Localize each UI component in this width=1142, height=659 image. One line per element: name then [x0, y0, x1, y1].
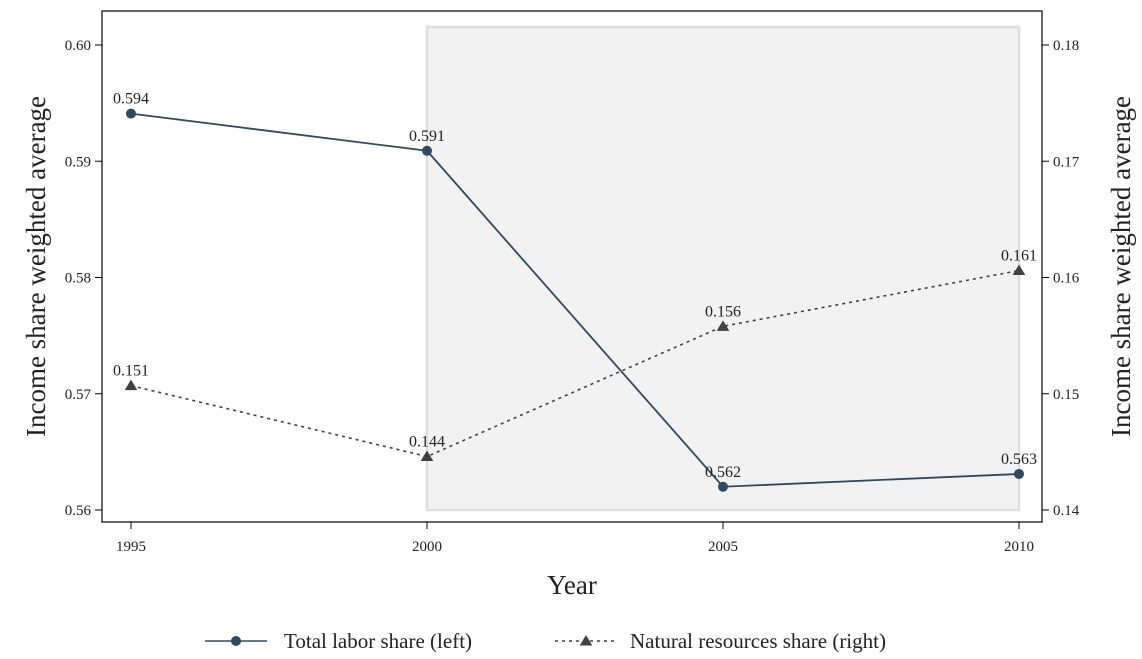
data-label-labor: 0.562 [705, 464, 741, 481]
y-tick-label-right: 0.16 [1053, 271, 1080, 287]
series-layer [124, 108, 1026, 492]
y-tick-label-right: 0.15 [1053, 387, 1079, 403]
data-point-labor [718, 481, 728, 492]
data-point-natural-resources [1012, 264, 1026, 276]
y-tick-label-right: 0.17 [1053, 154, 1080, 170]
legend-item-natural-resources: Natural resources share (right) [555, 629, 886, 653]
x-tick-label: 2005 [708, 539, 738, 555]
y-axis-title-left: Income share weighted average [21, 96, 51, 437]
data-label-natural-resources: 0.156 [705, 303, 741, 320]
series-line-labor [130, 112, 1020, 488]
x-tick-label: 2010 [1004, 539, 1034, 555]
legend-labor-marker [231, 636, 241, 646]
y-axis-title-right: Income share weighted average [1106, 96, 1136, 437]
shaded-region [425, 25, 1021, 512]
data-label-labor: 0.563 [1001, 451, 1037, 468]
y-tick-label-right: 0.18 [1053, 38, 1079, 54]
y-tick-label-left: 0.56 [65, 503, 92, 519]
data-label-natural-resources: 0.144 [409, 434, 445, 451]
data-point-natural-resources [420, 450, 434, 462]
data-point-labor [126, 108, 136, 119]
plot-frame [101, 10, 1043, 523]
data-label-labor: 0.594 [113, 91, 149, 108]
legend-item-labor: Total labor share (left) [205, 629, 472, 653]
x-axis-title: Year [547, 570, 597, 600]
legend-labor-label: Total labor share (left) [284, 629, 472, 653]
y-tick-label-right: 0.14 [1053, 503, 1080, 519]
shaded-region-layer [425, 25, 1021, 512]
data-point-natural-resources [124, 379, 138, 391]
data-point-natural-resources [716, 320, 730, 331]
x-tick-label: 2000 [412, 539, 442, 555]
x-tick-label: 1995 [116, 539, 146, 555]
data-point-labor [422, 145, 432, 156]
data-label-labor: 0.591 [409, 128, 445, 145]
legend-natural-resources-label: Natural resources share (right) [630, 629, 886, 653]
data-labels-layer: 0.594 0.591 0.562 0.563 0.151 0.144 0.156 0.161 [113, 91, 1037, 481]
y-tick-label-left: 0.58 [65, 271, 91, 287]
y-tick-label-left: 0.59 [65, 154, 91, 170]
axes-layer: 1995 2000 2005 2010 0.56 0.57 0.58 0.59 0.60 0.14… [65, 38, 1080, 555]
data-label-natural-resources: 0.161 [1001, 248, 1037, 265]
series-line-natural-resources [130, 269, 1020, 458]
data-point-labor [1014, 468, 1024, 479]
legend: Total labor share (left) Natural resourc… [205, 629, 886, 653]
data-label-natural-resources: 0.151 [113, 363, 149, 380]
y-tick-label-left: 0.60 [65, 38, 91, 54]
y-tick-label-left: 0.57 [65, 387, 92, 403]
legend-natural-resources-marker [579, 635, 593, 646]
